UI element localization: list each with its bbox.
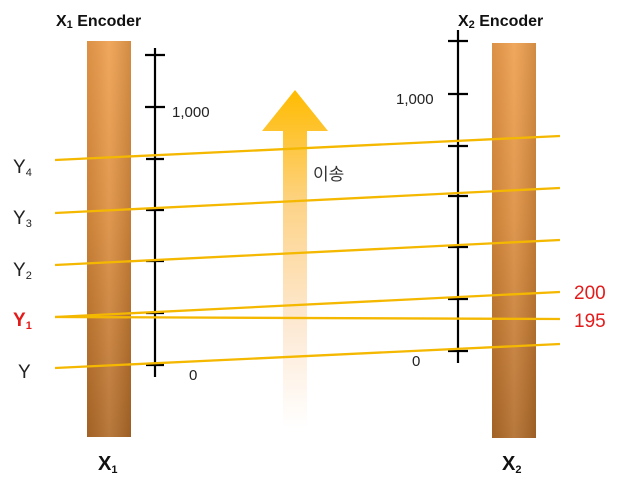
y1-line-195 [54,315,561,321]
right-scale-0-label: 0 [412,353,420,370]
transfer-arrow [262,90,328,428]
x2-encoder-title: X2 Encoder [458,13,543,31]
y3-line [54,186,561,215]
x1-encoder-title: X1 Encoder [56,13,141,31]
y-line [54,342,561,370]
x1-rail-bar-shade [87,41,131,437]
y3-label: Y3 [13,208,32,230]
y-label: Y [18,362,31,383]
x1-bottom-label: X1 [98,453,117,476]
y2-label: Y2 [13,260,32,282]
position-lines [54,134,561,370]
value-200-label: 200 [574,283,606,304]
transfer-label: 이송 [313,165,344,184]
x2-bottom-label: X2 [502,453,521,476]
x1-encoder-scale [145,48,165,377]
y2-line [54,238,561,267]
value-195-label: 195 [574,311,606,332]
x2-encoder-scale [448,30,468,363]
y4-line [54,134,561,162]
left-scale-1000-label: 1,000 [172,104,210,121]
y1-label: Y1 [13,310,32,332]
y4-label: Y4 [13,157,32,179]
y1-line-200 [54,290,561,319]
left-scale-0-label: 0 [189,367,197,384]
right-scale-1000-label: 1,000 [396,91,434,108]
